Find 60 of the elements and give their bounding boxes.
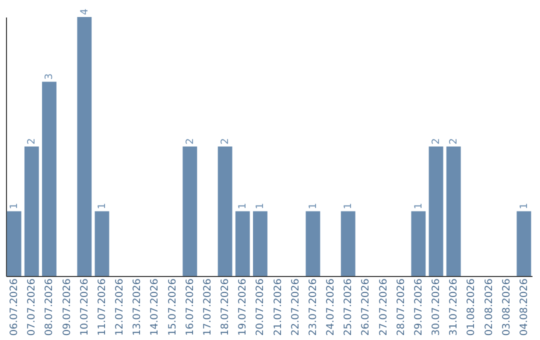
x-tick-label: 25.07.2026 xyxy=(343,278,354,336)
x-tick-label: 08.07.2026 xyxy=(44,278,56,336)
x-tick-label: 04.08.2026 xyxy=(518,278,530,336)
x-tick-label: 20.07.2026 xyxy=(255,278,266,336)
x-tick-label: 07.07.2026 xyxy=(26,278,38,336)
data-label: 1 xyxy=(238,202,249,210)
bar xyxy=(340,211,356,276)
x-tick-label: 22.07.2026 xyxy=(290,278,302,336)
x-tick-label: 17.07.2026 xyxy=(202,278,214,336)
x-tick-label: 23.07.2026 xyxy=(308,278,319,336)
data-label: 1 xyxy=(96,202,108,210)
data-label: 2 xyxy=(448,138,460,144)
x-tick-label: 24.07.2026 xyxy=(326,278,337,336)
x-tick-label: 28.07.2026 xyxy=(396,278,407,336)
bar xyxy=(253,211,268,276)
bar xyxy=(306,211,320,276)
data-label: 2 xyxy=(184,138,196,144)
data-label: 1 xyxy=(413,202,424,210)
data-label: 1 xyxy=(308,202,319,210)
x-tick-label: 06.07.2026 xyxy=(9,278,20,336)
x-tick-label: 29.07.2026 xyxy=(413,278,424,336)
bar xyxy=(42,82,56,276)
x-tick-label: 01.08.2026 xyxy=(466,278,478,336)
bar xyxy=(94,211,110,276)
x-tick-label: 10.07.2026 xyxy=(79,278,90,336)
data-label: 1 xyxy=(9,202,20,210)
data-label: 2 xyxy=(26,138,38,144)
bar xyxy=(516,211,532,276)
bar xyxy=(428,146,444,276)
x-tick-label: 31.07.2026 xyxy=(448,278,460,336)
x-tick-label: 14.07.2026 xyxy=(150,278,161,336)
data-label: 1 xyxy=(518,202,530,210)
x-tick-label: 19.07.2026 xyxy=(238,278,249,336)
x-tick-label: 21.07.2026 xyxy=(272,278,284,336)
x-tick-label: 30.07.2026 xyxy=(431,278,442,336)
x-tick-label: 27.07.2026 xyxy=(378,278,390,336)
bar xyxy=(235,211,250,276)
x-tick-label: 12.07.2026 xyxy=(114,278,126,336)
x-tick-label: 09.07.2026 xyxy=(62,278,73,336)
x-tick-label: 03.08.2026 xyxy=(501,278,512,336)
data-label: 1 xyxy=(343,202,354,210)
data-label: 2 xyxy=(220,138,232,144)
x-tick-label: 02.08.2026 xyxy=(484,278,495,336)
data-label: 4 xyxy=(79,8,90,15)
x-tick-label: 18.07.2026 xyxy=(220,278,232,336)
bar xyxy=(411,211,426,276)
bar xyxy=(182,146,198,276)
bar xyxy=(446,146,461,276)
x-tick-label: 11.07.2026 xyxy=(96,278,108,336)
x-tick-label: 13.07.2026 xyxy=(132,278,144,336)
bar xyxy=(218,146,232,276)
data-label: 2 xyxy=(431,138,442,144)
x-tick-label: 26.07.2026 xyxy=(360,278,372,336)
x-tick-label: 15.07.2026 xyxy=(167,278,178,336)
x-tick-label: 16.07.2026 xyxy=(184,278,196,336)
bar xyxy=(77,17,92,276)
bar xyxy=(24,146,39,276)
data-label: 3 xyxy=(44,73,56,80)
data-label: 1 xyxy=(255,202,266,210)
bar xyxy=(6,211,22,276)
